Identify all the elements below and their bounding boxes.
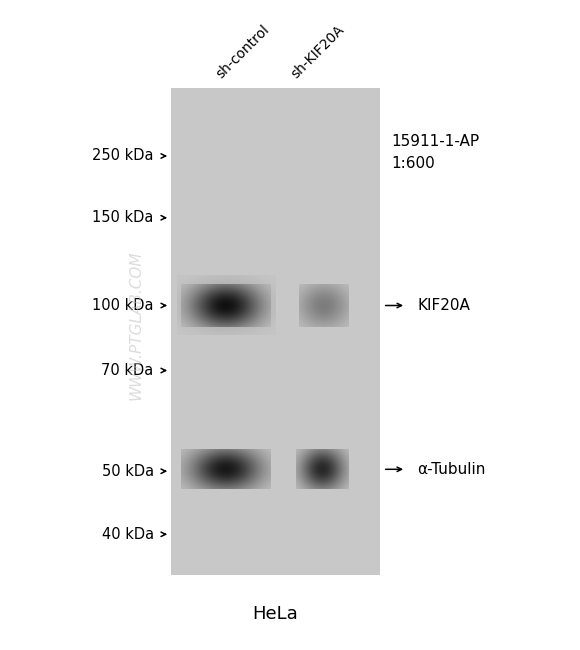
Text: HeLa: HeLa bbox=[253, 605, 298, 623]
Text: 15911-1-AP
1:600: 15911-1-AP 1:600 bbox=[392, 134, 480, 172]
Text: 250 kDa: 250 kDa bbox=[92, 148, 154, 164]
Text: WWW.PTGLAB.COM: WWW.PTGLAB.COM bbox=[129, 250, 144, 400]
Text: 100 kDa: 100 kDa bbox=[92, 298, 154, 313]
Text: sh-control: sh-control bbox=[213, 23, 272, 81]
Text: sh-KIF20A: sh-KIF20A bbox=[289, 23, 347, 81]
Text: α-Tubulin: α-Tubulin bbox=[418, 462, 486, 477]
Text: 50 kDa: 50 kDa bbox=[102, 463, 154, 479]
Text: 40 kDa: 40 kDa bbox=[102, 526, 154, 542]
Text: 150 kDa: 150 kDa bbox=[92, 210, 154, 226]
Text: KIF20A: KIF20A bbox=[418, 298, 470, 313]
Bar bbox=[171, 88, 380, 575]
Text: 70 kDa: 70 kDa bbox=[102, 363, 154, 378]
